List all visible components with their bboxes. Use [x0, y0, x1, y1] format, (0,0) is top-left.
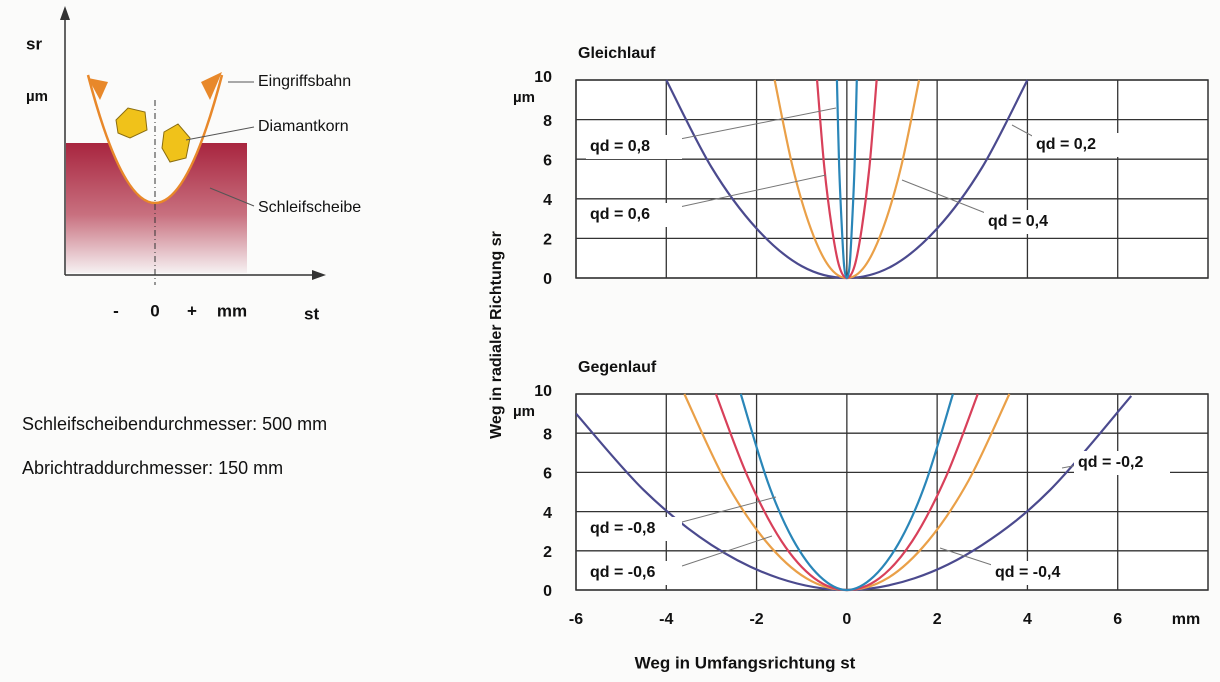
y-tick-label: 0 — [543, 271, 552, 288]
y-tick-label: 10 — [534, 383, 552, 400]
y-tick-label: 0 — [543, 583, 552, 600]
page: sr µm Eingriffsbahn Diamantkorn Schleifs… — [0, 0, 1220, 682]
plot-frame — [576, 80, 1208, 278]
x-tick-label: 6 — [1113, 611, 1122, 628]
y-tick-label: 6 — [543, 152, 552, 169]
series-label: qd = -0,6 — [590, 564, 655, 581]
charts: Gleichlauf 0 2 4 6 8 10 µm Weg in radialer Richt… — [488, 45, 1208, 672]
x-label: - — [113, 301, 119, 320]
note: Schleifscheibendurchmesser: 500 mm — [22, 414, 327, 434]
plot-frame — [576, 394, 1208, 590]
series-label: qd = 0,2 — [1036, 136, 1096, 153]
x-unit: mm — [1172, 611, 1200, 628]
x-tick-label: 0 — [842, 611, 851, 628]
x-tick-label: -2 — [749, 611, 763, 628]
callout: Diamantkorn — [258, 118, 349, 135]
x-tick-label: 4 — [1023, 611, 1032, 628]
y-unit: µm — [513, 403, 535, 420]
x-axis-label: Weg in Umfangsrichtung st — [635, 653, 856, 672]
y-unit: µm — [513, 89, 535, 106]
x-tick-label: -6 — [569, 611, 583, 628]
y-tick-label: 6 — [543, 466, 552, 483]
y-tick-label: 8 — [543, 426, 552, 443]
chart-title: Gegenlauf — [578, 359, 657, 376]
chart-title: Gleichlauf — [578, 45, 656, 62]
callout: Eingriffsbahn — [258, 73, 351, 90]
y-axis-label: Weg in radialer Richtung sr — [488, 231, 505, 439]
series-label: qd = 0,8 — [590, 138, 650, 155]
y-tick-label: 4 — [543, 192, 552, 209]
x-axis-label: st — [304, 304, 319, 323]
y-tick-label: 8 — [543, 113, 552, 130]
x-tick-label: -4 — [659, 611, 673, 628]
x-label: + — [187, 301, 197, 320]
x-label: mm — [217, 301, 247, 320]
note: Abrichtraddurchmesser: 150 mm — [22, 458, 283, 478]
y-unit: µm — [26, 88, 48, 105]
callout: Schleifscheibe — [258, 199, 361, 216]
series-label: qd = -0,4 — [995, 564, 1060, 581]
y-tick-label: 4 — [543, 505, 552, 522]
axis-arrow — [312, 270, 326, 280]
series-label: qd = -0,8 — [590, 520, 655, 537]
series-label: qd = 0,4 — [988, 213, 1048, 230]
y-tick-label: 2 — [543, 232, 552, 249]
axis-arrow — [60, 6, 70, 20]
x-tick-label: 2 — [933, 611, 942, 628]
series-label: qd = 0,6 — [590, 206, 650, 223]
diagram: sr µm Eingriffsbahn Diamantkorn Schleifs… — [26, 6, 361, 323]
y-axis-label: sr — [26, 34, 42, 53]
x-label: 0 — [150, 301, 159, 320]
y-tick-label: 10 — [534, 69, 552, 86]
y-tick-label: 2 — [543, 544, 552, 561]
series-label: qd = -0,2 — [1078, 454, 1143, 471]
